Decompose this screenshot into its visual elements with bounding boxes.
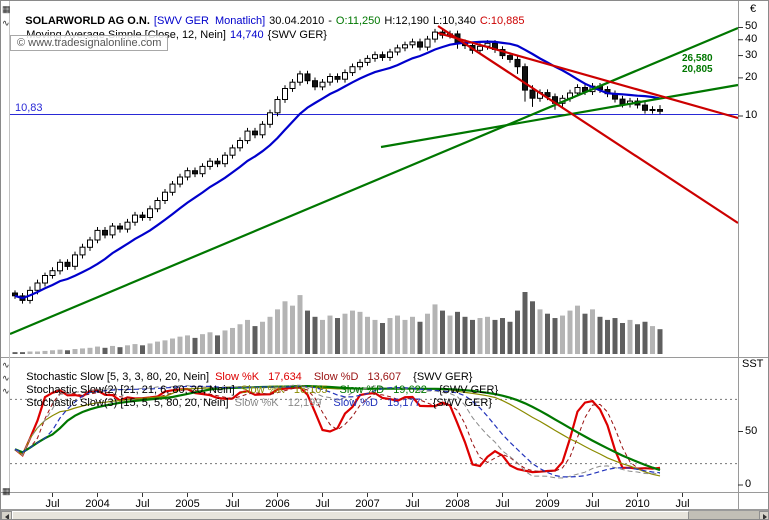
- indicator-legend-2: Stochastic Slow(2) [21, 21, 6, 80, 20, N…: [14, 372, 504, 408]
- price-axis-tick-label: 10: [745, 109, 758, 121]
- ohlc-close: C:10,885: [479, 15, 525, 27]
- scrollbar-right-button[interactable]: [759, 511, 768, 519]
- price-axis-tick-label: 50: [745, 20, 758, 33]
- time-axis-label: 2006: [265, 498, 290, 510]
- scrollbar-thumb[interactable]: [12, 511, 689, 519]
- instrument-header: SOLARWORLD AG O.N. [SWV GER Monatlich] 30.…: [13, 3, 529, 39]
- trendline-value-label-1: 26,580: [682, 53, 713, 64]
- indicator2-suffix: {SWV GER}: [438, 384, 499, 396]
- indicator2-d: Slow %D 19,622: [339, 384, 427, 396]
- time-axis-label: 2010: [625, 498, 650, 510]
- header-separator: -: [328, 15, 332, 27]
- stochastic-axis-tick-label: 0: [745, 478, 752, 490]
- indicator-legend-1: Stochastic Slow [5, 3, 3, 80, 20, Nein] S…: [14, 359, 478, 395]
- indicator1-k: Slow %K 17,634: [215, 371, 302, 383]
- time-axis-label: Jul: [495, 498, 510, 510]
- scrollbar-track[interactable]: [689, 511, 759, 519]
- time-axis-label: 2007: [355, 498, 380, 510]
- hline-price-label: 10,83: [15, 102, 43, 114]
- stochastic1-line-icon: ∿: [2, 360, 10, 370]
- ma-suffix: {SWV GER}: [267, 29, 327, 41]
- ohlc-low: L:10,340: [433, 15, 476, 27]
- indicator3-k: Slow %K 12,199: [234, 397, 322, 409]
- stochastic3-line-icon: ∿: [2, 386, 10, 396]
- time-axis-label: 2005: [175, 498, 200, 510]
- right-arrow-icon: [762, 513, 767, 519]
- time-axis-label: Jul: [315, 498, 330, 510]
- watermark: © www.tradesignalonline.com: [10, 35, 169, 51]
- time-axis-label: Jul: [225, 498, 240, 510]
- currency-axis-label: €: [750, 3, 757, 15]
- indicator1-d: Slow %D 13,607: [313, 371, 402, 383]
- ma-value: 14,740: [229, 29, 264, 41]
- instrument-context: [SWV GER Monatlich]: [153, 15, 266, 27]
- ohlc-open: O:11,250: [335, 15, 381, 27]
- price-axis-tick-label: 30: [745, 48, 758, 61]
- time-axis-label: Jul: [135, 498, 150, 510]
- axis-pane-icon[interactable]: ▦: [2, 486, 11, 496]
- indicator3-name: Stochastic Slow(3) [15, 5, 5, 80, 20, Ne…: [26, 397, 229, 409]
- indicator2-name: Stochastic Slow(2) [21, 21, 6, 80, 20, N…: [26, 384, 235, 396]
- indicator2-k: Slow %K 16,105: [240, 384, 328, 396]
- time-axis-label: Jul: [585, 498, 600, 510]
- stochastic-axis-tick-label: 50: [745, 424, 758, 437]
- time-axis-label: 2004: [85, 498, 110, 510]
- scrollbar-left-button[interactable]: [1, 511, 12, 519]
- instrument-name: SOLARWORLD AG O.N.: [25, 15, 150, 27]
- time-axis-label: Jul: [675, 498, 690, 510]
- time-axis-label: Jul: [405, 498, 420, 510]
- indicator1-name: Stochastic Slow [5, 3, 3, 80, 20, Nein]: [26, 371, 210, 383]
- ma-line-icon: ∿: [2, 18, 10, 28]
- indicator1-suffix: {SWV GER}: [413, 371, 473, 383]
- price-axis-tick-label: 40: [745, 32, 758, 45]
- stochastic-axis-title: SST: [742, 358, 764, 370]
- trendline-value-label-2: 20,805: [682, 64, 713, 75]
- left-arrow-icon: [4, 513, 9, 519]
- bar-date: 30.04.2010: [269, 15, 325, 27]
- ohlc-high: H:12,190: [384, 15, 430, 27]
- price-axis-tick-label: 20: [745, 70, 758, 83]
- indicator3-suffix: {SWV GER}: [432, 397, 493, 409]
- indicator-legend-3: Stochastic Slow(3) [15, 5, 5, 80, 20, Ne…: [14, 385, 498, 421]
- indicator3-d: Slow %D 15,177: [333, 397, 421, 409]
- time-axis-label: 2009: [535, 498, 560, 510]
- time-axis-label: 2008: [445, 498, 470, 510]
- time-axis-label: Jul: [45, 498, 60, 510]
- stochastic2-line-icon: ∿: [2, 373, 10, 383]
- candlestick-pane-icon[interactable]: ▦: [2, 4, 11, 14]
- horizontal-scrollbar[interactable]: [1, 510, 768, 519]
